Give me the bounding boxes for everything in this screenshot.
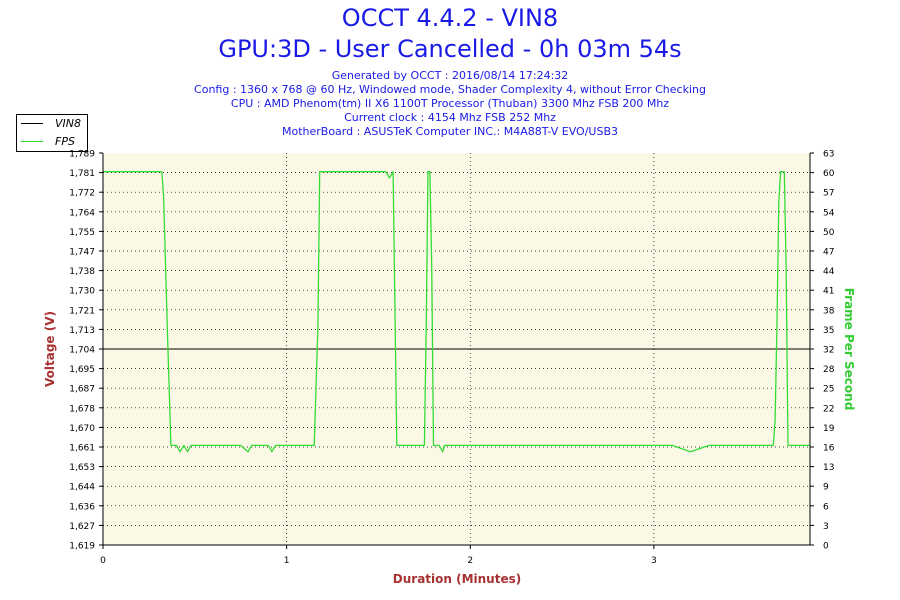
- y-tick-label: 1,781: [69, 169, 95, 179]
- y-tick-label: 1,670: [69, 424, 95, 434]
- series-layer: [103, 171, 810, 453]
- y-tick-label: 1,789: [69, 150, 95, 160]
- y-tick-label: 1,695: [69, 365, 95, 375]
- y2-tick-label: 19: [823, 424, 835, 434]
- y2-tick-label: 3: [823, 522, 829, 532]
- info-config: Config : 1360 x 768 @ 60 Hz, Windowed mo…: [194, 83, 706, 96]
- x-tick-label: 0: [100, 556, 106, 566]
- legend-swatch-fps: [21, 141, 43, 142]
- y2-tick-label: 57: [823, 189, 834, 199]
- y-tick-label: 1,747: [69, 248, 95, 258]
- y2-tick-label: 28: [823, 365, 835, 375]
- y2-tick-label: 6: [823, 502, 829, 512]
- y2-tick-label: 16: [823, 444, 835, 454]
- x-tick-label: 3: [651, 556, 657, 566]
- y-tick-label: 1,619: [69, 542, 95, 552]
- y2-tick-label: 32: [823, 346, 834, 356]
- x-tick-label: 2: [467, 556, 473, 566]
- y2-tick-label: 47: [823, 248, 834, 258]
- y-tick-label: 1,644: [69, 483, 95, 493]
- legend-item-fps: FPS: [17, 133, 87, 151]
- y2-tick-label: 60: [823, 169, 835, 179]
- y2-tick-label: 63: [823, 150, 834, 160]
- y2-tick-label: 38: [823, 306, 835, 316]
- y2-tick-label: 41: [823, 287, 834, 297]
- y2-tick-label: 22: [823, 404, 834, 414]
- legend: VIN8 FPS: [16, 114, 88, 152]
- y2-tick-label: 44: [823, 267, 835, 277]
- y-axis-label: Voltage (V): [43, 311, 57, 387]
- y-tick-label: 1,730: [69, 287, 95, 297]
- legend-label-fps: FPS: [55, 135, 75, 148]
- x-tick-label: 1: [284, 556, 290, 566]
- info-clock: Current clock : 4154 Mhz FSB 252 Mhz: [344, 111, 556, 124]
- y2-tick-label: 9: [823, 483, 829, 493]
- y-tick-label: 1,738: [69, 267, 95, 277]
- y2-tick-label: 0: [823, 542, 829, 552]
- axes: 1,619 01,627 31,636 61,644 91,653 131,661 161,…: [69, 150, 834, 567]
- series-line-fps: [103, 171, 810, 453]
- info-cpu: CPU : AMD Phenom(tm) II X6 1100T Process…: [230, 97, 670, 110]
- legend-swatch-vin8: [21, 123, 43, 124]
- y-tick-label: 1,713: [69, 326, 95, 336]
- y2-tick-label: 25: [823, 385, 834, 395]
- y-tick-label: 1,653: [69, 463, 95, 473]
- y2-axis-label: Frame Per Second: [842, 288, 856, 411]
- y-tick-label: 1,721: [69, 306, 95, 316]
- y-tick-label: 1,627: [69, 522, 95, 532]
- y-tick-label: 1,687: [69, 385, 95, 395]
- chart-title: OCCT 4.4.2 - VIN8: [341, 4, 559, 32]
- info-motherboard: MotherBoard : ASUSTeK Computer INC.: M4A…: [281, 125, 618, 138]
- y-tick-label: 1,636: [69, 502, 95, 512]
- y-tick-label: 1,661: [69, 444, 95, 454]
- y-tick-label: 1,772: [69, 189, 95, 199]
- chart-subtitle: GPU:3D - User Cancelled - 0h 03m 54s: [218, 35, 682, 63]
- info-generated: Generated by OCCT : 2016/08/14 17:24:32: [331, 69, 569, 82]
- y-tick-label: 1,755: [69, 228, 95, 238]
- legend-item-vin8: VIN8: [17, 115, 87, 133]
- x-axis-label: Duration (Minutes): [393, 572, 521, 586]
- y-tick-label: 1,764: [69, 208, 95, 218]
- y2-tick-label: 13: [823, 463, 834, 473]
- y-tick-label: 1,678: [69, 404, 95, 414]
- y2-tick-label: 35: [823, 326, 834, 336]
- y2-tick-label: 54: [823, 208, 835, 218]
- y-tick-label: 1,704: [69, 346, 95, 356]
- legend-label-vin8: VIN8: [55, 117, 81, 130]
- y2-tick-label: 50: [823, 228, 835, 238]
